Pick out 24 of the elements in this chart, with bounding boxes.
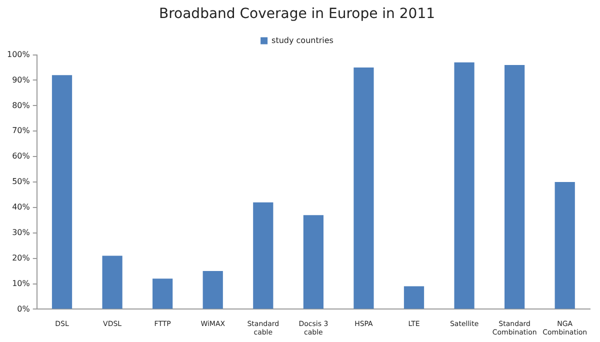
bar	[404, 286, 424, 309]
y-tick-label: 0%	[17, 304, 30, 314]
bar	[202, 271, 223, 309]
legend-label: study countries	[272, 36, 334, 45]
y-tick-label: 10%	[12, 278, 30, 288]
bar	[52, 75, 72, 309]
bar	[504, 64, 525, 309]
bar	[554, 182, 575, 309]
y-tick-label: 100%	[6, 50, 30, 59]
bar	[303, 215, 324, 309]
chart-title: Broadband Coverage in Europe in 2011	[158, 6, 436, 22]
y-tick-label: 60%	[12, 152, 30, 161]
y-tick-label: 80%	[12, 100, 30, 110]
y-tick-label: 50%	[12, 177, 30, 186]
y-tick-label: 70%	[12, 126, 30, 136]
bar	[354, 68, 374, 309]
bar	[253, 202, 274, 309]
bar	[152, 278, 173, 309]
bar	[454, 62, 474, 309]
y-tick-label: 30%	[12, 228, 30, 237]
y-tick-label: 20%	[12, 253, 30, 262]
bar	[102, 256, 122, 309]
y-tick-label: 40%	[12, 202, 30, 212]
y-tick-label: 90%	[12, 75, 30, 84]
